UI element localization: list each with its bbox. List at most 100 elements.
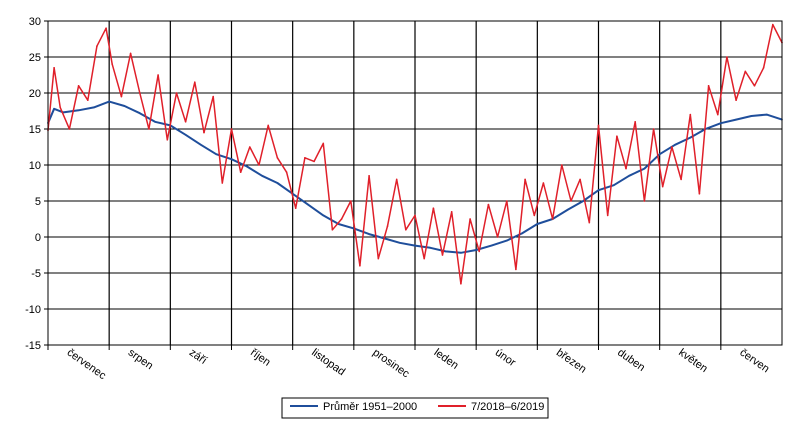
x-tick-label: červenec (65, 347, 109, 383)
data-point (689, 136, 692, 139)
data-point (377, 257, 380, 260)
data-point (111, 63, 113, 65)
data-point (772, 23, 774, 26)
data-point (735, 99, 737, 101)
data-point (597, 189, 600, 191)
data-point (551, 218, 554, 220)
data-point (322, 214, 325, 217)
data-point (674, 144, 676, 146)
x-axis-ticks: červenec srpen září říjen listopad prosinec le… (47, 345, 771, 383)
data-point (194, 81, 196, 83)
x-tick-label: prosinec (370, 347, 411, 381)
data-point (490, 244, 493, 247)
data-point (53, 108, 55, 110)
data-point (689, 113, 692, 116)
y-tick-label: -5 (31, 268, 41, 280)
data-point (68, 128, 71, 130)
data-point (658, 153, 661, 155)
y-tick-label: 15 (29, 124, 41, 136)
data-point (720, 122, 722, 124)
data-point (414, 214, 416, 217)
x-tick-label: březen (554, 347, 588, 376)
data-point (487, 203, 490, 206)
data-point (294, 207, 297, 209)
data-point (276, 157, 279, 159)
data-point (359, 265, 361, 267)
data-point (120, 95, 123, 98)
y-tick-label: 20 (29, 88, 41, 100)
series-lines (47, 23, 783, 285)
data-point (597, 124, 600, 127)
data-point (368, 175, 370, 177)
y-tick-label: 30 (29, 16, 41, 28)
data-point (261, 175, 263, 177)
data-point (267, 124, 270, 127)
x-tick-label: září (187, 347, 209, 367)
series-line-1 (47, 23, 783, 285)
data-point (671, 146, 673, 148)
data-point (579, 178, 581, 181)
y-tick-label: 25 (29, 52, 41, 64)
data-point (258, 164, 260, 166)
data-point (405, 229, 407, 231)
plot-frame (47, 20, 783, 346)
data-point (340, 218, 343, 220)
data-point (441, 254, 444, 256)
data-point (395, 178, 398, 181)
data-point (166, 139, 169, 141)
data-point (478, 250, 481, 253)
data-point (230, 158, 233, 160)
x-tick-label: listopad (309, 347, 347, 379)
data-point (652, 128, 655, 130)
data-point (625, 167, 627, 170)
data-point (643, 200, 646, 202)
data-point (613, 184, 615, 186)
data-point (123, 105, 126, 107)
data-point (506, 239, 508, 242)
x-tick-label: srpen (126, 347, 155, 373)
data-point (212, 95, 214, 98)
data-point (536, 223, 539, 225)
data-point (285, 171, 288, 173)
data-point (154, 121, 156, 123)
legend-box (281, 397, 549, 419)
data-point (386, 225, 389, 227)
y-tick-label: -10 (25, 304, 41, 316)
data-point (460, 252, 462, 254)
y-tick-label: 10 (29, 160, 41, 172)
data-point (588, 221, 591, 224)
data-point (221, 182, 224, 184)
y-tick-label: 0 (35, 232, 41, 244)
data-point (460, 283, 462, 285)
data-point (634, 121, 636, 123)
data-point (570, 200, 572, 202)
data-point (398, 242, 401, 244)
data-point (524, 178, 526, 181)
data-point (616, 135, 618, 137)
data-point (561, 164, 563, 166)
data-point (276, 182, 279, 184)
data-point (475, 249, 478, 251)
x-tick-label: duben (615, 347, 647, 374)
data-point (515, 268, 517, 271)
data-point (157, 74, 159, 76)
data-point (200, 144, 202, 146)
data-point (753, 85, 756, 87)
data-point (567, 208, 569, 211)
x-tick-label: říjen (248, 347, 272, 369)
data-point (496, 236, 499, 238)
data-point (423, 257, 426, 260)
data-point (582, 200, 584, 202)
legend-label: Průměr 1951–2000 (323, 401, 417, 413)
data-point (184, 134, 187, 136)
data-point (139, 92, 141, 94)
data-point (77, 85, 80, 87)
data-point (444, 250, 447, 253)
data-point (313, 160, 315, 163)
data-point (77, 109, 80, 112)
x-tick-label: květen (676, 347, 709, 375)
data-point (108, 100, 110, 103)
data-point (628, 175, 630, 177)
